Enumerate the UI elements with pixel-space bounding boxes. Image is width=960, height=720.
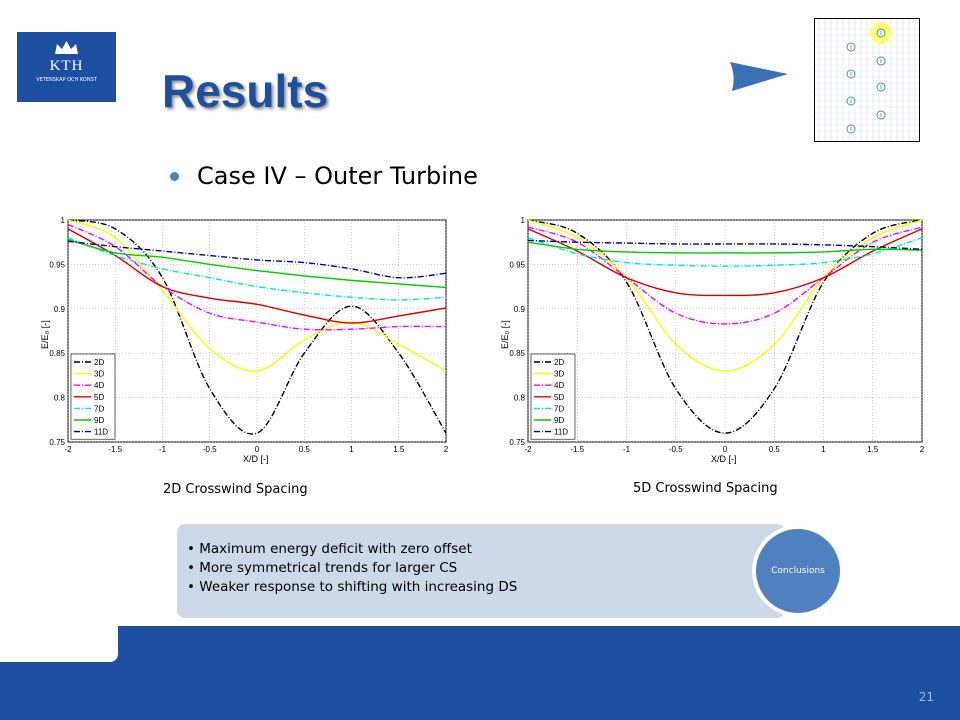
x-tick-label: 0.5	[769, 445, 781, 454]
series-line-4D	[67, 223, 447, 331]
y-tick-label: 0.85	[49, 349, 65, 358]
y-tick-label: 1	[61, 216, 66, 225]
bullet-icon	[170, 171, 179, 181]
series-line-5D	[67, 228, 447, 324]
arrow-icon	[730, 62, 788, 91]
conclusion-item: • More symmetrical trends for larger CS	[187, 560, 458, 576]
x-tick-label: -0.5	[203, 445, 217, 454]
x-tick-label: 1.5	[393, 445, 405, 454]
y-tick-label: 0.8	[54, 394, 66, 403]
chart-caption-2d: 2D Crosswind Spacing	[163, 482, 308, 497]
legend-entry: 5D	[94, 393, 104, 402]
x-tick-label: 0	[255, 445, 260, 454]
chart-2d-crosswind: -2 -1.5 -1 -0.5 0 0.5 1 1.5 2 0.75 0.8 0.85 0.9 0.95 1…	[40, 216, 449, 464]
y-tick-label: 0.75	[49, 438, 65, 447]
legend-entry: 2D	[94, 358, 104, 367]
x-tick-label: -2	[64, 445, 72, 454]
legend-entry: 11D	[554, 428, 568, 437]
legend-entry: 9D	[94, 416, 104, 425]
y-tick-label: 0.9	[54, 305, 66, 314]
conclusions-label: Conclusions	[771, 566, 825, 576]
y-tick-label: 0.8	[514, 394, 526, 403]
legend-entry: 11D	[94, 428, 108, 437]
series-line-3D	[67, 219, 447, 372]
x-tick-label: -2	[524, 445, 532, 454]
series-line-5D	[527, 228, 923, 297]
y-tick-label: 1	[521, 216, 526, 225]
legend-entry: 3D	[94, 370, 104, 379]
x-tick-label: -1.5	[108, 445, 122, 454]
legend-entry: 4D	[554, 381, 564, 390]
x-axis-label: X/D [-]	[243, 454, 269, 464]
series-line-9D	[527, 241, 923, 254]
x-axis-label: X/D [-]	[711, 454, 737, 464]
x-tick-label: 0	[723, 445, 728, 454]
chart-panel-5d: -2 -1.5 -1 -0.5 0 0.5 1 1.5 2 0.75 0.8 0.85 0.9 0.95 1…	[496, 212, 928, 474]
conclusion-text: Maximum energy deficit with zero offset	[199, 541, 472, 557]
conclusion-item: • Maximum energy deficit with zero offse…	[187, 541, 472, 557]
x-tick-label: 2	[444, 445, 449, 454]
series-line-2D	[67, 219, 447, 435]
subtitle-row: Case IV – Outer Turbine	[170, 162, 478, 190]
series-line-2D	[527, 219, 923, 434]
conclusions-box: • Maximum energy deficit with zero offse…	[177, 524, 785, 618]
crown-icon	[55, 41, 78, 54]
y-tick-label: 0.75	[509, 438, 525, 447]
conclusion-text: More symmetrical trends for larger CS	[199, 560, 458, 576]
logo-text: KTH	[49, 58, 84, 74]
footer-bar	[0, 626, 960, 720]
conclusions-badge: Conclusions	[752, 525, 844, 617]
footer-notch	[0, 626, 118, 662]
turbine-layout-diagram	[814, 18, 920, 142]
x-tick-label: -1	[623, 445, 631, 454]
x-tick-label: 1	[349, 445, 354, 454]
kth-logo: KTH VETENSKAP OCH KONST	[17, 32, 116, 102]
chart-caption-5d: 5D Crosswind Spacing	[633, 481, 778, 496]
conclusions-list: • Maximum energy deficit with zero offse…	[187, 540, 517, 597]
page-number: 21	[918, 690, 934, 704]
y-tick-label: 0.9	[514, 305, 526, 314]
x-tick-label: 1.5	[867, 445, 879, 454]
series-line-11D	[527, 239, 923, 251]
layout-grid	[815, 19, 919, 141]
series-line-7D	[67, 237, 447, 301]
series-line-11D	[67, 240, 447, 279]
legend-entry: 4D	[94, 381, 104, 390]
x-tick-label: -1.5	[570, 445, 584, 454]
x-tick-label: -1	[159, 445, 167, 454]
legend-entry: 2D	[554, 358, 564, 367]
x-tick-label: 0.5	[299, 445, 311, 454]
y-tick-label: 0.85	[509, 349, 525, 358]
x-tick-label: -0.5	[669, 445, 683, 454]
legend-entry: 5D	[554, 393, 564, 402]
legend-entry: 7D	[94, 404, 104, 413]
chart-panel-2d: -2 -1.5 -1 -0.5 0 0.5 1 1.5 2 0.75 0.8 0.85 0.9 0.95 1…	[36, 212, 452, 474]
legend-entry: 9D	[554, 416, 564, 425]
y-tick-label: 0.95	[509, 260, 525, 269]
y-axis-label: E/E₀ [-]	[500, 320, 510, 349]
series-line-9D	[67, 238, 447, 289]
chart-5d-crosswind: -2 -1.5 -1 -0.5 0 0.5 1 1.5 2 0.75 0.8 0.85 0.9 0.95 1…	[500, 216, 925, 464]
conclusion-text: Weaker response to shifting with increas…	[199, 579, 518, 595]
logo-subtext: VETENSKAP OCH KONST	[36, 77, 97, 83]
conclusion-item: • Weaker response to shifting with incre…	[187, 579, 518, 595]
legend-entry: 3D	[554, 370, 564, 379]
x-tick-label: 1	[821, 445, 826, 454]
y-tick-label: 0.95	[49, 260, 65, 269]
series-line-7D	[527, 237, 923, 267]
y-axis-label: E/E₀ [-]	[40, 320, 50, 349]
page-title: Results	[162, 65, 329, 117]
x-tick-label: 2	[920, 445, 925, 454]
legend-entry: 7D	[554, 404, 564, 413]
subtitle: Case IV – Outer Turbine	[197, 162, 478, 190]
